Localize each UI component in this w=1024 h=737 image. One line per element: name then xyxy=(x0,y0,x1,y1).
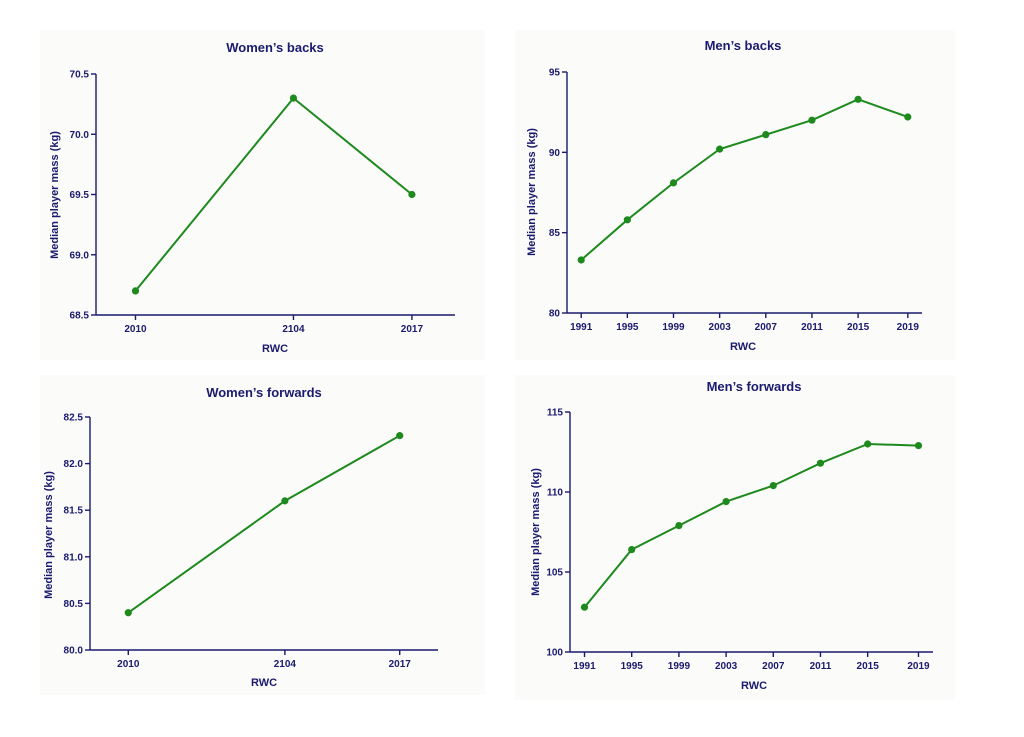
x-tick-label: 2011 xyxy=(801,322,823,333)
x-tick-label: 1991 xyxy=(573,661,596,672)
x-tick-label: 1991 xyxy=(570,322,593,333)
x-tick-label: 2015 xyxy=(847,322,870,333)
y-tick-label: 82.0 xyxy=(64,459,84,470)
y-tick-label: 82.5 xyxy=(64,413,84,424)
series-line xyxy=(134,96,413,292)
data-point xyxy=(854,95,862,103)
data-point xyxy=(769,482,777,490)
x-tick-label: 2017 xyxy=(401,324,424,335)
y-tick-label: 95 xyxy=(549,68,561,79)
data-point xyxy=(580,603,589,611)
x-tick-label: 1999 xyxy=(668,661,691,672)
chart-mens-forwards: Men’s forwards RWC Median player mass (k… xyxy=(530,379,933,692)
x-tick-label: 2011 xyxy=(810,661,832,672)
data-point xyxy=(628,546,636,554)
y-tick-label: 69.0 xyxy=(70,250,90,261)
x-tick-label: 2104 xyxy=(282,324,305,335)
y-axis-label: Median player mass (kg) xyxy=(526,128,538,256)
y-axis-label: Median player mass (kg) xyxy=(530,468,542,596)
y-axis-label: Median player mass (kg) xyxy=(49,131,61,259)
chart-womens-backs: Women’s backs RWC Median player mass (kg… xyxy=(49,40,455,355)
chart-panel-mens-backs: Men’s backs RWC Median player mass (kg) … xyxy=(515,30,955,360)
x-axis-label: RWC xyxy=(741,680,767,692)
x-axis-label: RWC xyxy=(262,343,288,355)
y-tick-label: 80.0 xyxy=(64,646,84,657)
chart-panel-mens-forwards: Men’s forwards RWC Median player mass (k… xyxy=(515,375,955,700)
x-tick-label: 2104 xyxy=(274,659,297,670)
x-tick-label: 2003 xyxy=(709,322,732,333)
x-tick-label: 2019 xyxy=(897,322,920,333)
y-tick-label: 110 xyxy=(547,488,564,499)
y-tick-label: 81.0 xyxy=(64,552,84,563)
data-point xyxy=(396,432,404,440)
data-point xyxy=(716,145,724,153)
y-tick-label: 70.0 xyxy=(70,130,90,141)
data-point xyxy=(131,287,140,295)
y-tick-label: 115 xyxy=(547,408,564,419)
y-tick-label: 80.5 xyxy=(64,599,84,610)
y-tick-label: 70.5 xyxy=(70,70,90,81)
series-line xyxy=(583,442,919,608)
data-point xyxy=(675,522,683,530)
data-point xyxy=(816,459,825,467)
data-point xyxy=(762,131,770,139)
data-point xyxy=(281,497,289,505)
x-tick-label: 2019 xyxy=(907,661,930,672)
y-tick-label: 100 xyxy=(546,648,563,659)
x-tick-label: 2007 xyxy=(755,322,778,333)
x-tick-label: 1999 xyxy=(662,322,685,333)
x-tick-label: 1995 xyxy=(621,661,644,672)
chart-womens-forwards: Women’s forwards RWC Median player mass … xyxy=(43,385,438,689)
y-tick-label: 69.5 xyxy=(70,190,90,201)
chart-title: Women’s backs xyxy=(226,40,324,55)
x-tick-label: 2010 xyxy=(117,659,140,670)
x-tick-label: 2003 xyxy=(715,661,738,672)
x-axis-label: RWC xyxy=(251,677,277,689)
y-tick-label: 105 xyxy=(546,568,563,579)
data-point xyxy=(914,442,923,450)
chart-panel-womens-backs: Women’s backs RWC Median player mass (kg… xyxy=(40,30,485,360)
x-tick-label: 1995 xyxy=(616,322,639,333)
y-tick-label: 68.5 xyxy=(70,311,90,322)
y-tick-label: 90 xyxy=(549,148,561,159)
data-point xyxy=(722,498,730,506)
data-point xyxy=(808,116,816,124)
data-point xyxy=(124,609,132,617)
x-tick-label: 2017 xyxy=(389,659,412,670)
y-tick-label: 85 xyxy=(549,228,561,239)
x-tick-label: 2010 xyxy=(124,324,147,335)
x-tick-label: 2007 xyxy=(762,661,785,672)
chart-mens-backs: Men’s backs RWC Median player mass (kg) … xyxy=(526,38,922,353)
chart-title: Men’s forwards xyxy=(707,379,802,394)
data-point xyxy=(289,94,298,102)
chart-title: Men’s backs xyxy=(705,38,782,53)
data-point xyxy=(904,113,912,121)
data-point xyxy=(864,440,872,448)
data-point xyxy=(577,256,585,264)
x-tick-label: 2015 xyxy=(857,661,880,672)
series-line xyxy=(580,98,909,261)
data-point xyxy=(669,179,678,187)
data-point xyxy=(408,190,416,199)
series-line xyxy=(127,434,401,614)
y-tick-label: 80 xyxy=(549,309,561,320)
chart-panel-womens-forwards: Women’s forwards RWC Median player mass … xyxy=(40,375,485,695)
y-tick-label: 81.5 xyxy=(64,506,84,517)
x-axis-label: RWC xyxy=(730,341,756,353)
y-axis-label: Median player mass (kg) xyxy=(43,471,55,599)
data-point xyxy=(623,216,631,224)
chart-title: Women’s forwards xyxy=(206,385,322,400)
